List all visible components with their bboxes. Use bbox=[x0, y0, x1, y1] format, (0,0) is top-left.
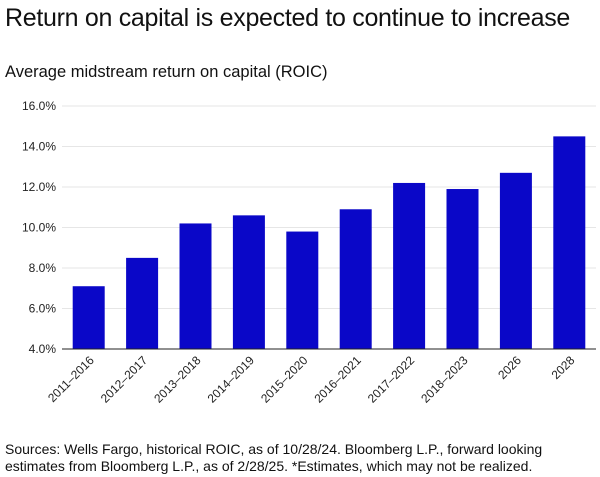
y-tick-label: 4.0% bbox=[29, 342, 57, 356]
y-tick-label: 10.0% bbox=[22, 221, 56, 235]
y-tick-label: 8.0% bbox=[29, 261, 57, 275]
y-tick-label: 16.0% bbox=[22, 99, 56, 113]
source-note: Sources: Wells Fargo, historical ROIC, a… bbox=[5, 441, 543, 474]
bar-2 bbox=[126, 257, 159, 349]
bar-5 bbox=[286, 231, 319, 349]
x-tick-labels: 2011–2016 2012–2017 2013–2018 2014–2019 2015… bbox=[45, 353, 578, 406]
x-tick-label: 2026 bbox=[495, 353, 524, 382]
y-tick-label: 6.0% bbox=[29, 302, 57, 316]
bar-7 bbox=[393, 182, 426, 349]
y-tick-label: 14.0% bbox=[22, 140, 56, 154]
x-tick-label: 2016–2021 bbox=[311, 353, 364, 406]
x-tick-label: 2028 bbox=[549, 353, 578, 382]
bar-3 bbox=[179, 223, 212, 349]
bar-6 bbox=[339, 209, 372, 349]
bar-9 bbox=[499, 172, 532, 349]
x-tick-label: 2015–2020 bbox=[258, 353, 311, 406]
chart-title: Return on capital is expected to continu… bbox=[5, 4, 571, 32]
bar-1 bbox=[72, 286, 105, 349]
x-tick-label: 2018–2023 bbox=[418, 353, 471, 406]
bar-8 bbox=[446, 189, 479, 349]
x-tick-label: 2013–2018 bbox=[151, 353, 204, 406]
bars bbox=[72, 136, 586, 349]
x-tick-label: 2012–2017 bbox=[98, 353, 151, 406]
x-tick-label: 2011–2016 bbox=[45, 353, 97, 405]
chart-subtitle: Average midstream return on capital (ROI… bbox=[5, 63, 328, 81]
y-tick-label: 12.0% bbox=[22, 180, 56, 194]
bar-10 bbox=[553, 136, 586, 349]
y-tick-labels: 4.0% 6.0% 8.0% 10.0% 12.0% 14.0% 16.0% bbox=[22, 99, 56, 356]
bar-chart: 4.0% 6.0% 8.0% 10.0% 12.0% 14.0% 16.0% 2011–20… bbox=[22, 99, 596, 406]
bar-4 bbox=[232, 215, 265, 349]
x-tick-label: 2017–2022 bbox=[365, 353, 418, 406]
x-tick-label: 2014–2019 bbox=[205, 353, 258, 406]
